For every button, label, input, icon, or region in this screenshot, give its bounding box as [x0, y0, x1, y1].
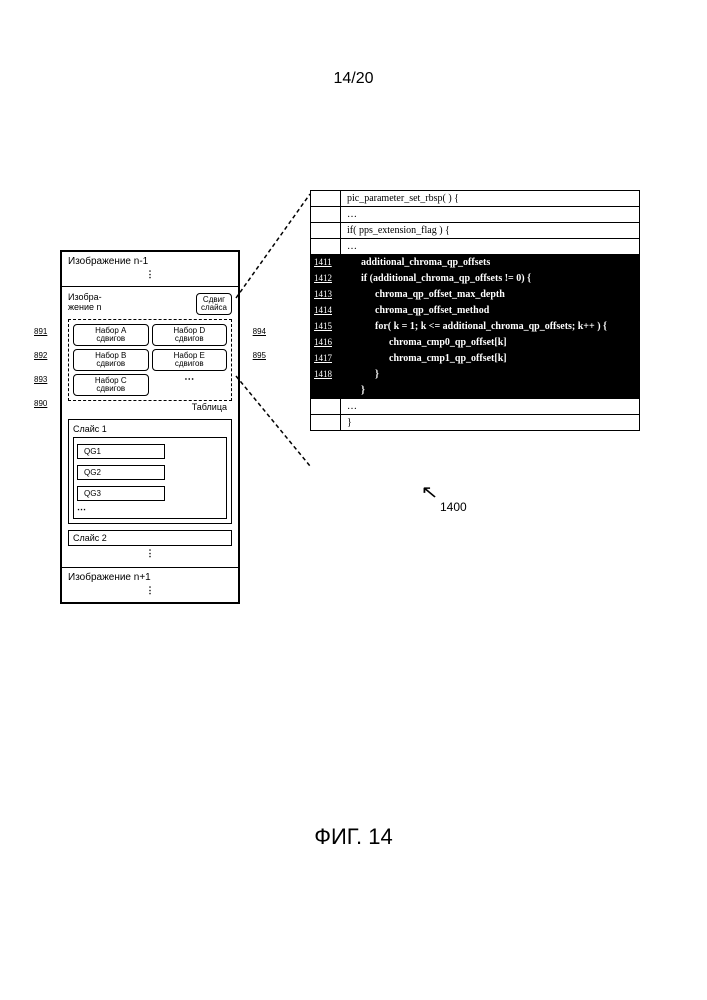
syntax-line-text: } — [341, 415, 639, 430]
syntax-row: … — [311, 399, 639, 415]
syntax-line-number: 1413 — [311, 287, 341, 302]
set-a-box: Набор A сдвигов — [73, 324, 149, 346]
table-label: Таблица — [192, 402, 227, 412]
syntax-line-number — [311, 383, 341, 398]
syntax-line-text: chroma_qp_offset_method — [341, 303, 639, 318]
ref-894: 894 — [253, 327, 266, 336]
syntax-line-number: 1418 — [311, 367, 341, 382]
syntax-line-text: … — [341, 399, 639, 414]
ellipsis-icon: ⋮ — [68, 583, 232, 598]
image-next-label: Изображение n+1 — [68, 572, 151, 583]
slice1-label: Слайс 1 — [73, 424, 227, 434]
ref-893: 893 — [34, 375, 47, 384]
syntax-line-text: chroma_qp_offset_max_depth — [341, 287, 639, 302]
syntax-row: … — [311, 207, 639, 223]
ellipsis-icon: ⋯ — [152, 374, 228, 396]
syntax-line-text: additional_chroma_qp_offsets — [341, 255, 639, 270]
syntax-row: pic_parameter_set_rbsp( ) { — [311, 191, 639, 207]
syntax-line-number — [311, 191, 341, 206]
slice-1: Слайс 1 QG1 QG2 QG3 ⋯ — [68, 419, 232, 524]
ellipsis-icon: ⋮ — [68, 267, 232, 282]
pps-syntax-table: pic_parameter_set_rbsp( ) {…if( pps_exte… — [310, 190, 640, 431]
syntax-line-text: … — [341, 207, 639, 222]
syntax-line-number — [311, 223, 341, 238]
qg3-box: QG3 — [77, 486, 165, 501]
figure-14: Изображение n-1 ⋮ Изобра- жение n Сдвиг … — [60, 190, 640, 750]
syntax-row: 1413chroma_qp_offset_max_depth — [311, 287, 639, 303]
syntax-line-number: 1415 — [311, 319, 341, 334]
syntax-line-number: 1414 — [311, 303, 341, 318]
syntax-row: } — [311, 415, 639, 430]
syntax-line-number — [311, 415, 341, 430]
ref-891: 891 — [34, 327, 47, 336]
ref-895: 895 — [253, 351, 266, 360]
syntax-line-number: 1417 — [311, 351, 341, 366]
syntax-line-number: 1411 — [311, 255, 341, 270]
syntax-line-text: chroma_cmp1_qp_offset[k] — [341, 351, 639, 366]
syntax-line-number: 1416 — [311, 335, 341, 350]
syntax-line-text: if (additional_chroma_qp_offsets != 0) { — [341, 271, 639, 286]
syntax-row: 1412if (additional_chroma_qp_offsets != … — [311, 271, 639, 287]
syntax-row: if( pps_extension_flag ) { — [311, 223, 639, 239]
syntax-row: 1417chroma_cmp1_qp_offset[k] — [311, 351, 639, 367]
set-d-box: Набор D сдвигов — [152, 324, 228, 346]
offsets-table: Набор A сдвигов Набор D сдвигов Набор B … — [68, 319, 232, 401]
set-c-box: Набор C сдвигов — [73, 374, 149, 396]
syntax-line-number: 1412 — [311, 271, 341, 286]
syntax-line-text: if( pps_extension_flag ) { — [341, 223, 639, 238]
syntax-row: 1414chroma_qp_offset_method — [311, 303, 639, 319]
figure-caption: ФИГ. 14 — [314, 824, 392, 850]
syntax-row: 1411additional_chroma_qp_offsets — [311, 255, 639, 271]
ellipsis-icon: ⋯ — [77, 504, 223, 515]
set-b-box: Набор B сдвигов — [73, 349, 149, 371]
slice-2: Слайс 2 — [68, 530, 232, 546]
slice-shift-box: Сдвиг слайса — [196, 293, 232, 315]
set-e-box: Набор E сдвигов — [152, 349, 228, 371]
image-n-plus-1: Изображение n+1 ⋮ — [62, 568, 238, 602]
syntax-line-text: chroma_cmp0_qp_offset[k] — [341, 335, 639, 350]
syntax-row: 1415for( k = 1; k <= additional_chroma_q… — [311, 319, 639, 335]
qg2-box: QG2 — [77, 465, 165, 480]
ref-892: 892 — [34, 351, 47, 360]
syntax-row: … — [311, 239, 639, 255]
qg1-box: QG1 — [77, 444, 165, 459]
syntax-line-number — [311, 239, 341, 254]
syntax-line-text: pic_parameter_set_rbsp( ) { — [341, 191, 639, 206]
ref-890: 890 — [34, 399, 47, 408]
syntax-line-number — [311, 399, 341, 414]
image-prev-label: Изображение n-1 — [68, 256, 148, 267]
image-n-label: Изобра- жение n — [68, 293, 102, 313]
image-n-minus-1: Изображение n-1 ⋮ — [62, 252, 238, 287]
syntax-row: 1418} — [311, 367, 639, 383]
image-n: Изобра- жение n Сдвиг слайса Набор A сдв… — [62, 287, 238, 568]
syntax-line-text: for( k = 1; k <= additional_chroma_qp_of… — [341, 319, 639, 334]
syntax-line-number — [311, 207, 341, 222]
page-number: 14/20 — [333, 70, 373, 88]
syntax-row: } — [311, 383, 639, 399]
syntax-line-text: } — [341, 383, 639, 398]
syntax-row: 1416chroma_cmp0_qp_offset[k] — [311, 335, 639, 351]
syntax-line-text: … — [341, 239, 639, 254]
ref-1400: 1400 — [440, 500, 467, 514]
bitstream-structure: Изображение n-1 ⋮ Изобра- жение n Сдвиг … — [60, 250, 240, 604]
ellipsis-icon: ⋮ — [68, 546, 232, 561]
syntax-line-text: } — [341, 367, 639, 382]
